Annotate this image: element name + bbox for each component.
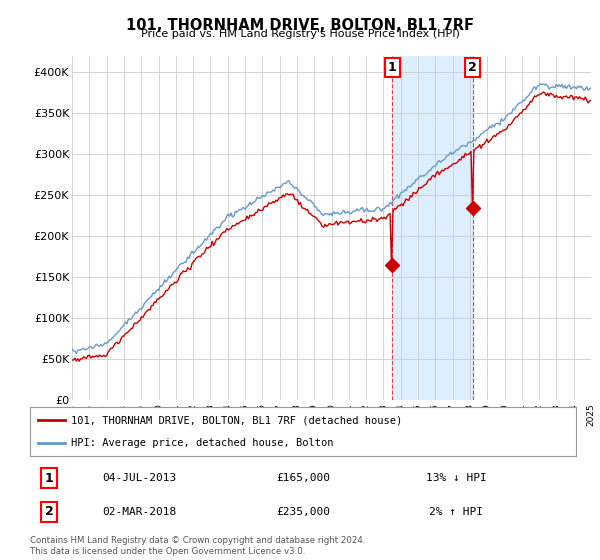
Text: Contains HM Land Registry data © Crown copyright and database right 2024.
This d: Contains HM Land Registry data © Crown c… xyxy=(30,536,365,556)
Text: 02-MAR-2018: 02-MAR-2018 xyxy=(102,507,176,517)
Text: 2: 2 xyxy=(45,505,53,519)
Text: 1: 1 xyxy=(388,61,397,74)
Text: 101, THORNHAM DRIVE, BOLTON, BL1 7RF: 101, THORNHAM DRIVE, BOLTON, BL1 7RF xyxy=(126,18,474,33)
Text: 2: 2 xyxy=(469,61,477,74)
Text: Price paid vs. HM Land Registry's House Price Index (HPI): Price paid vs. HM Land Registry's House … xyxy=(140,29,460,39)
Bar xyxy=(392,56,473,400)
Text: 13% ↓ HPI: 13% ↓ HPI xyxy=(425,473,486,483)
Text: 04-JUL-2013: 04-JUL-2013 xyxy=(102,473,176,483)
Text: 101, THORNHAM DRIVE, BOLTON, BL1 7RF (detached house): 101, THORNHAM DRIVE, BOLTON, BL1 7RF (de… xyxy=(71,416,402,426)
Text: HPI: Average price, detached house, Bolton: HPI: Average price, detached house, Bolt… xyxy=(71,438,334,448)
Text: 1: 1 xyxy=(45,472,53,485)
Text: 2% ↑ HPI: 2% ↑ HPI xyxy=(429,507,483,517)
Text: £165,000: £165,000 xyxy=(276,473,330,483)
Text: £235,000: £235,000 xyxy=(276,507,330,517)
